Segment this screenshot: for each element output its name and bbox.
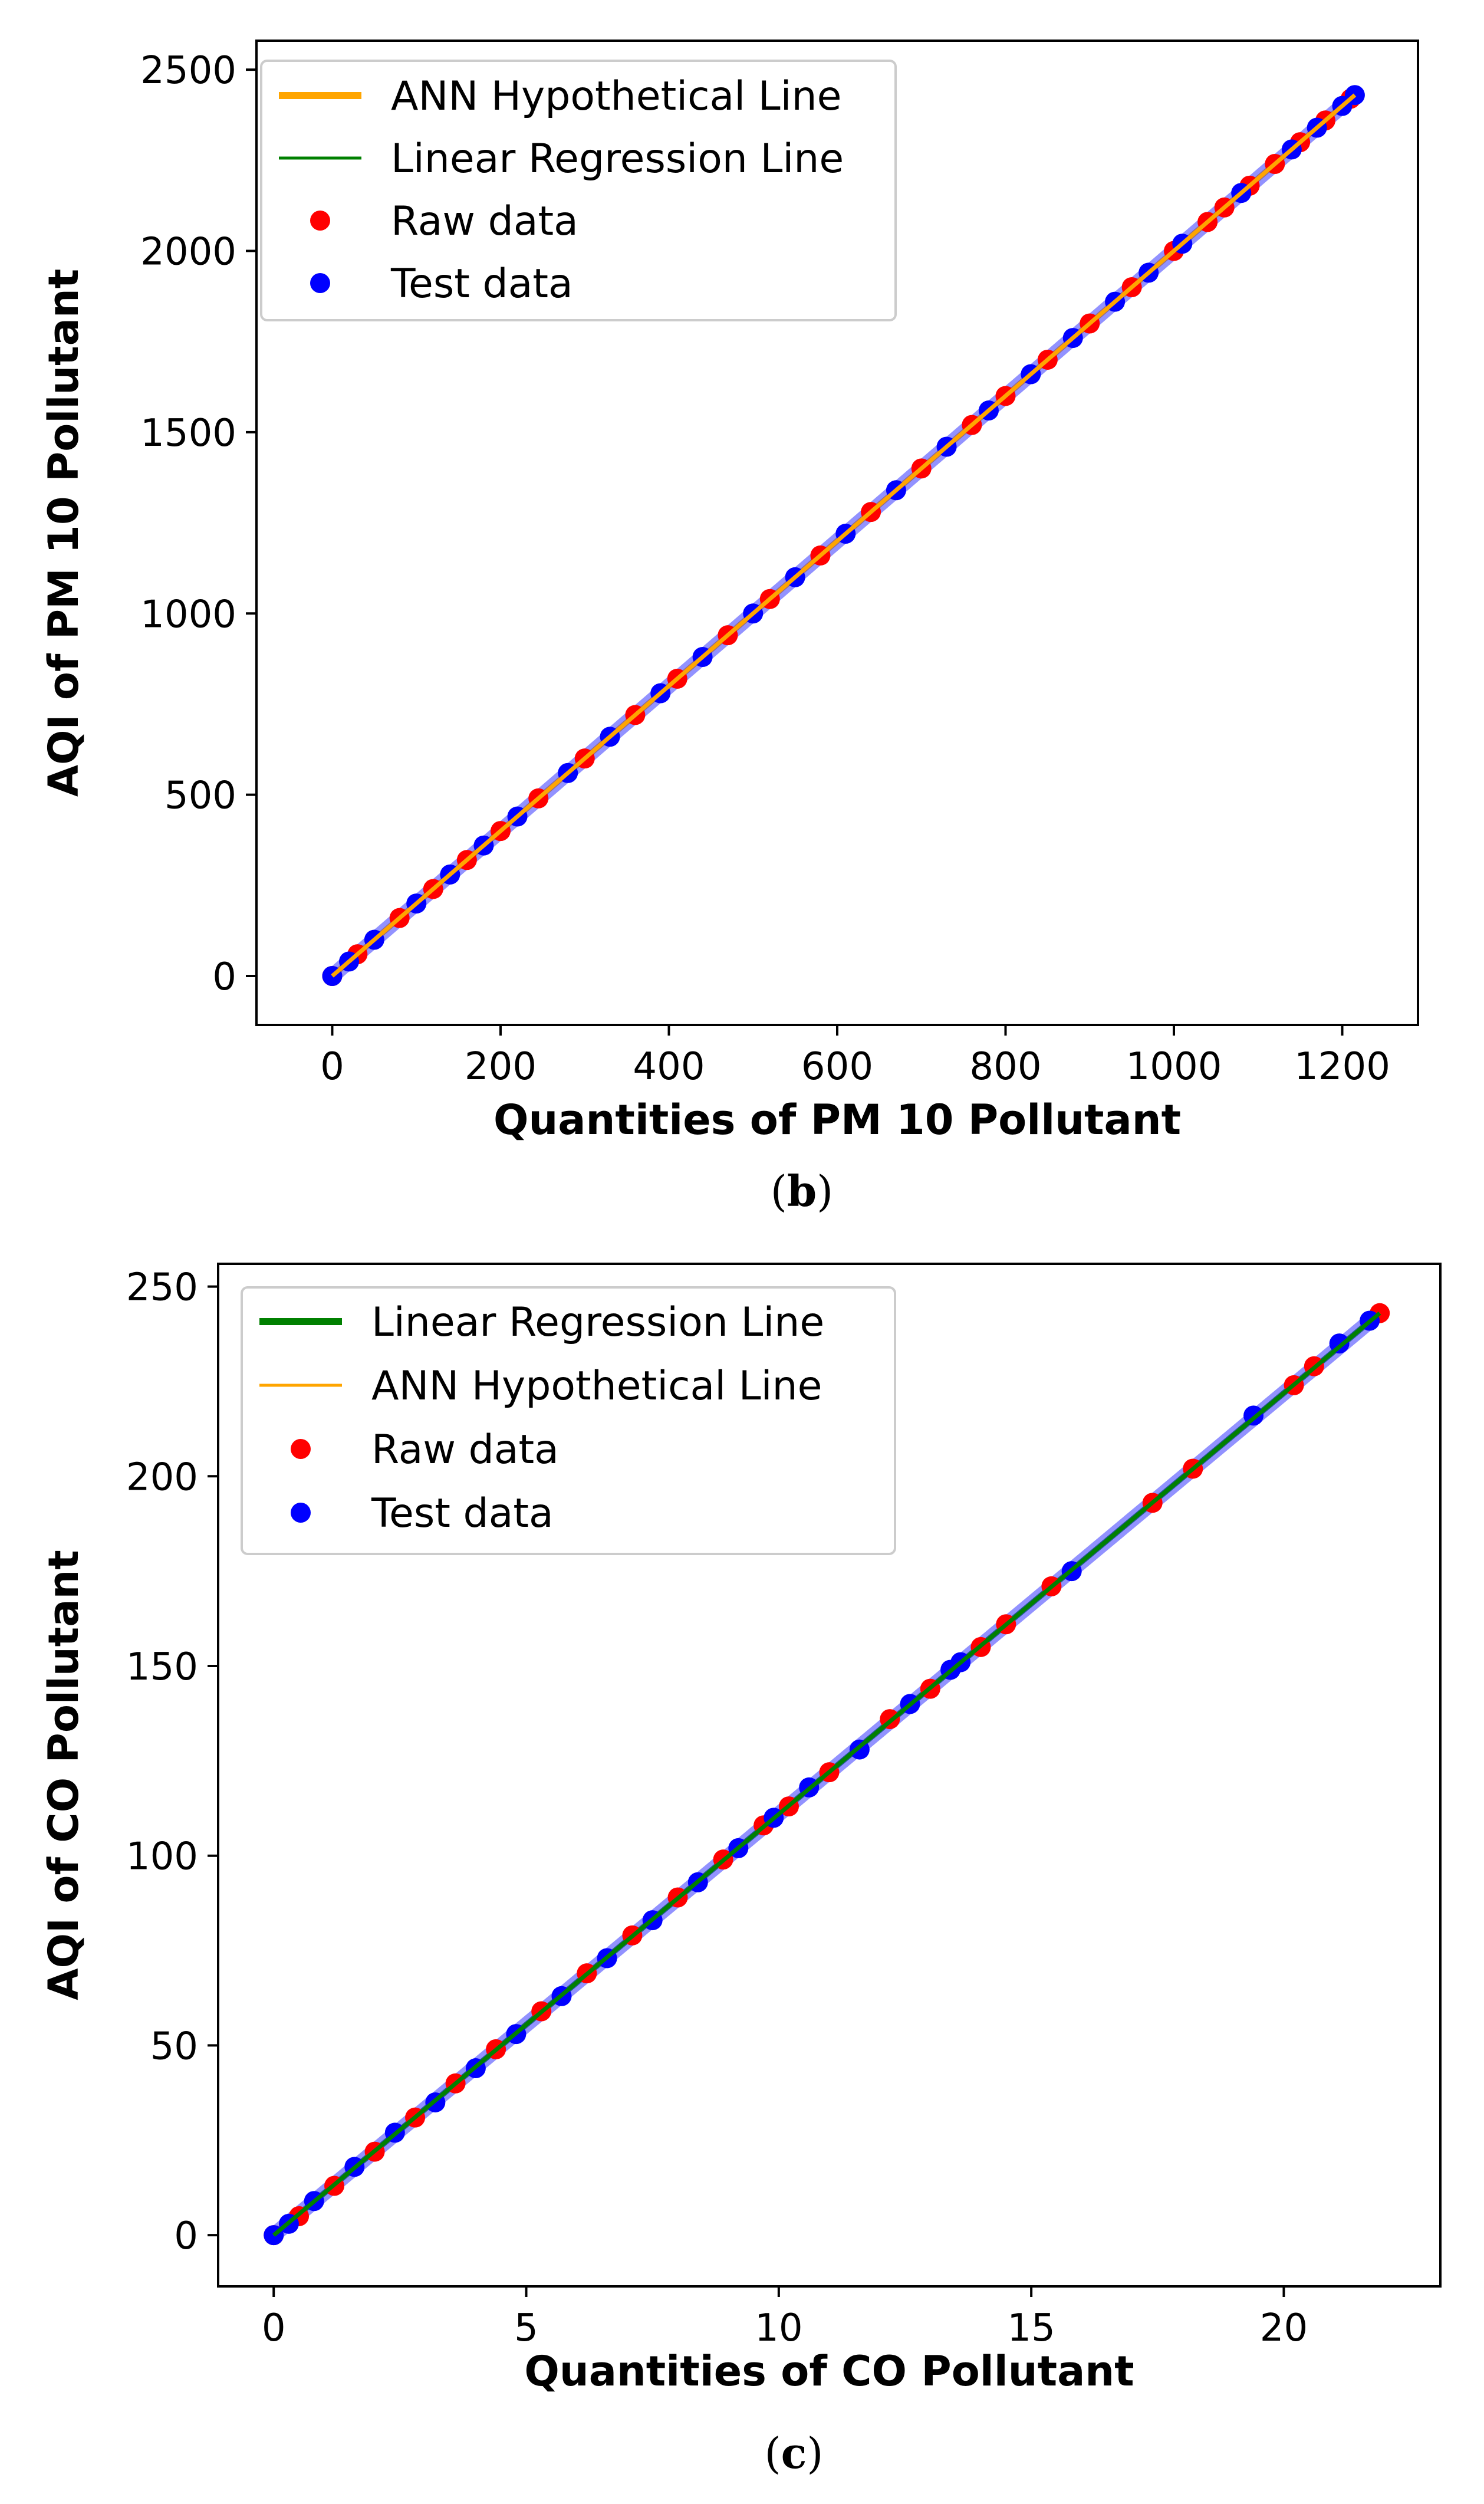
legend-label: Raw data — [391, 198, 578, 245]
x-tick-label: 600 — [801, 1045, 873, 1089]
x-tick-label: 0 — [262, 2306, 286, 2350]
y-tick-label: 500 — [164, 774, 236, 818]
x-tick-label: 15 — [1007, 2306, 1055, 2350]
panel-caption: (c) — [764, 2428, 823, 2478]
legend-box — [260, 60, 897, 321]
y-tick-label: 2000 — [140, 231, 236, 274]
plot-frame — [217, 1263, 1442, 2288]
y-tick-label: 0 — [212, 955, 236, 999]
legend-marker-swatch — [310, 211, 330, 231]
y-axis-title: AQI of CO Pollutant — [40, 1550, 88, 2000]
series-line-overlay-linear-regression-line — [272, 1311, 1381, 2237]
x-axis-title: Quantities of PM 10 Pollutant — [493, 1096, 1181, 1144]
x-tick-label: 5 — [514, 2306, 538, 2350]
y-tick-label: 1000 — [140, 593, 236, 636]
y-tick-label: 2500 — [140, 49, 236, 93]
x-tick-label: 0 — [320, 1045, 344, 1089]
x-tick-label: 400 — [633, 1045, 705, 1089]
legend-label: Test data — [390, 261, 573, 307]
x-tick-label: 800 — [969, 1045, 1041, 1089]
x-tick-label: 1000 — [1126, 1045, 1222, 1089]
x-axis-title: Quantities of CO Pollutant — [524, 2347, 1134, 2395]
x-tick-label: 20 — [1260, 2306, 1308, 2350]
y-axis-title: AQI of PM 10 Pollutant — [40, 269, 88, 797]
legend-label: Test data — [371, 1490, 554, 1537]
y-tick-label: 150 — [126, 1645, 198, 1689]
legend-marker-swatch — [291, 1503, 311, 1523]
legend: ANN Hypothetical Line Linear Regression L… — [260, 60, 897, 321]
y-tick-label: 100 — [126, 1835, 198, 1879]
legend: Linear Regression Line ANN Hypothetical L… — [241, 1286, 896, 1555]
x-tick-label: 200 — [465, 1045, 537, 1089]
x-tick-label: 10 — [755, 2306, 802, 2350]
y-tick-label: 1500 — [140, 412, 236, 455]
x-tick-label: 1200 — [1294, 1045, 1390, 1089]
legend-label: Raw data — [371, 1427, 559, 1473]
legend-marker-swatch — [310, 273, 330, 293]
y-tick-label: 0 — [174, 2214, 198, 2258]
y-tick-label: 250 — [126, 1266, 198, 1310]
legend-label: ANN Hypothetical Line — [371, 1363, 822, 1409]
panel-caption: (b) — [771, 1166, 834, 1216]
legend-label: Linear Regression Line — [391, 136, 844, 182]
y-tick-label: 50 — [150, 2025, 198, 2068]
legend-label: Linear Regression Line — [371, 1299, 824, 1346]
y-tick-label: 200 — [126, 1455, 198, 1499]
legend-box — [241, 1286, 896, 1555]
chart-panel-b: 0 200 400 600 800 1000 1200 0 500 1000 1500 2000 250… — [40, 40, 1419, 1216]
legend-label: ANN Hypothetical Line — [391, 73, 841, 120]
series-line-overlay-ann-hypothetical-line — [331, 93, 1357, 978]
legend-marker-swatch — [291, 1439, 311, 1459]
